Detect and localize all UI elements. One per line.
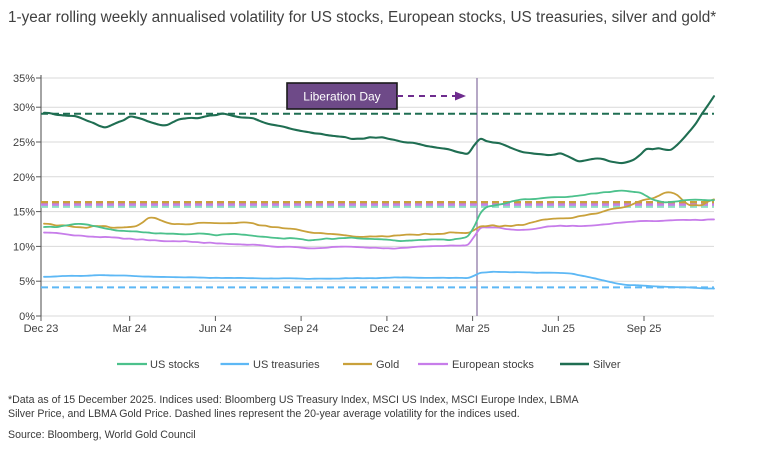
svg-text:Sep 24: Sep 24	[284, 323, 319, 335]
svg-text:Mar 25: Mar 25	[455, 323, 489, 335]
svg-text:Dec 24: Dec 24	[369, 323, 404, 335]
svg-text:Dec 23: Dec 23	[24, 323, 59, 335]
svg-text:Jun 25: Jun 25	[542, 323, 575, 335]
svg-text:Silver: Silver	[593, 359, 621, 371]
svg-text:10%: 10%	[13, 241, 35, 253]
svg-text:Liberation Day: Liberation Day	[303, 90, 380, 104]
svg-text:15%: 15%	[13, 207, 35, 219]
svg-text:Gold: Gold	[376, 359, 399, 371]
svg-text:Mar 24: Mar 24	[113, 323, 147, 335]
svg-text:25%: 25%	[13, 137, 35, 149]
svg-text:5%: 5%	[19, 276, 35, 288]
svg-text:0%: 0%	[19, 311, 35, 323]
svg-text:Sep 25: Sep 25	[627, 323, 662, 335]
svg-text:30%: 30%	[13, 102, 35, 114]
svg-text:35%: 35%	[13, 73, 35, 85]
svg-text:European stocks: European stocks	[452, 359, 534, 371]
svg-text:US treasuries: US treasuries	[253, 359, 320, 371]
svg-text:20%: 20%	[13, 172, 35, 184]
svg-text:US stocks: US stocks	[150, 359, 200, 371]
svg-text:Jun 24: Jun 24	[199, 323, 232, 335]
